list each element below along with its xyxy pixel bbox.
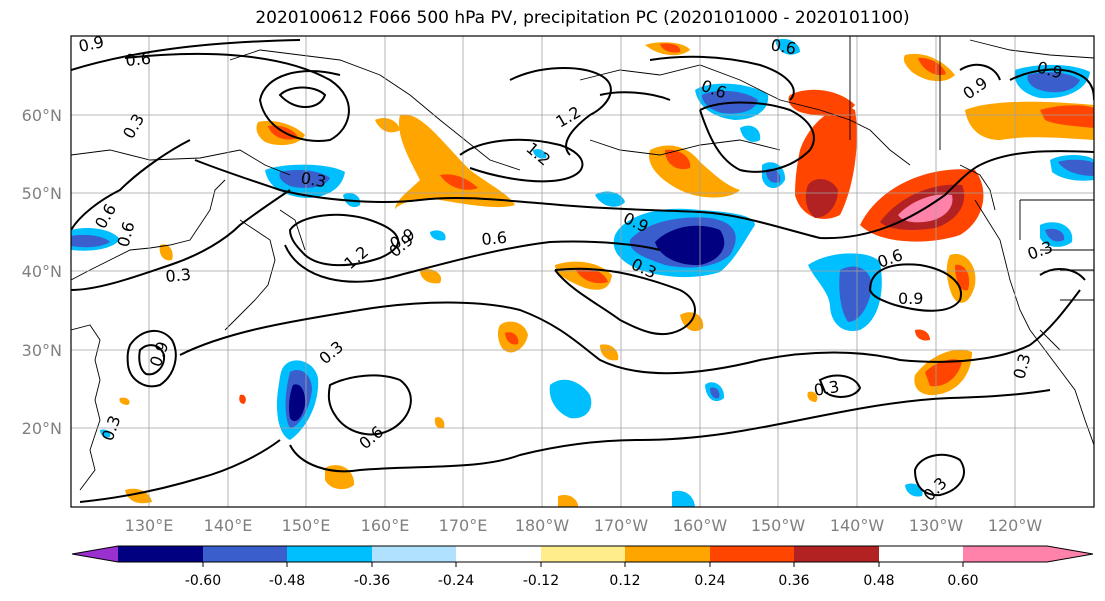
contour-label: 0.6 — [875, 245, 905, 272]
colorbar-tick-label: -0.48 — [269, 573, 305, 589]
lon-label: 140°E — [204, 516, 253, 535]
colorbar-tick-labels: -0.60 -0.48 -0.36 -0.24 -0.12 0.12 0.24 … — [185, 573, 979, 589]
lon-label: 170°W — [594, 516, 649, 535]
lon-label: 120°W — [988, 516, 1043, 535]
colorbar: -0.60 -0.48 -0.36 -0.24 -0.12 0.12 0.24 … — [71, 545, 1094, 589]
contour-label: 0.3 — [315, 337, 347, 368]
colorbar-tick-label: -0.24 — [438, 573, 474, 589]
colorbar-tick-label: 0.48 — [863, 573, 894, 589]
contour-label: 0.9 — [77, 32, 106, 56]
colorbar-tick-label: 0.60 — [947, 573, 978, 589]
colorbar-tick-label: 0.36 — [778, 573, 809, 589]
contour-label: 1.2 — [340, 242, 372, 273]
contour-label: 0.3 — [812, 377, 840, 400]
contour-label: 0.3 — [98, 413, 125, 443]
contour-label: 0.9 — [898, 289, 923, 308]
colorbar-segment — [625, 546, 710, 562]
lon-label: 130°W — [909, 516, 964, 535]
colorbar-tick-label: 0.24 — [694, 573, 725, 589]
lon-label: 160°E — [361, 516, 410, 535]
colorbar-tick-marks — [202, 562, 964, 567]
colorbar-tick-label: -0.36 — [354, 573, 390, 589]
colorbar-segment — [541, 546, 625, 562]
lat-label: 60°N — [22, 106, 62, 125]
lat-labels: 60°N 50°N 40°N 30°N 20°N — [22, 106, 62, 438]
contour-label: 0.9 — [959, 73, 991, 103]
contour-label: 1.2 — [553, 102, 585, 131]
contour-label: 0.3 — [299, 168, 327, 191]
pv-contours — [71, 39, 1094, 503]
colorbar-segment — [287, 546, 372, 562]
colorbar-low-extend — [72, 546, 118, 562]
lon-labels: 130°E 140°E 150°E 160°E 170°E 180°W 170°… — [125, 516, 1043, 535]
lat-label: 50°N — [22, 184, 62, 203]
lat-label: 40°N — [22, 262, 62, 281]
colorbar-segment — [372, 546, 456, 562]
contour-label: 0.6 — [481, 228, 508, 249]
colorbar-segment — [456, 546, 541, 562]
lon-label: 170°E — [439, 516, 488, 535]
colorbar-tick-label: 0.12 — [609, 573, 640, 589]
lat-label: 20°N — [22, 419, 62, 438]
lon-label: 140°W — [830, 516, 885, 535]
lon-label: 180°W — [515, 516, 570, 535]
lon-label: 160°W — [673, 516, 728, 535]
contour-label: 0.6 — [125, 49, 152, 70]
colorbar-tick-label: -0.60 — [185, 573, 221, 589]
colorbar-segment — [203, 546, 287, 562]
contour-label: 0.6 — [355, 422, 387, 453]
contour-label: 0.9 — [146, 339, 173, 369]
map-frame — [70, 35, 1095, 508]
map-title: 2020100612 F066 500 hPa PV, precipitatio… — [255, 8, 910, 28]
precip-shading — [71, 38, 1094, 507]
colorbar-tick-label: -0.12 — [523, 573, 559, 589]
colorbar-segment — [118, 546, 203, 562]
colorbar-segment — [794, 546, 879, 562]
contour-label: 0.3 — [1010, 352, 1035, 382]
colorbar-outline — [71, 545, 1094, 563]
colorbar-high-extend — [963, 546, 1093, 562]
lon-label: 150°E — [282, 516, 331, 535]
colorbar-segment — [710, 546, 794, 562]
contour-label: 0.6 — [769, 35, 797, 58]
lon-label: 150°W — [751, 516, 806, 535]
lat-label: 30°N — [22, 341, 62, 360]
contour-label: 0.3 — [919, 473, 950, 504]
contour-label: 0.6 — [114, 220, 139, 250]
coastlines — [71, 36, 1094, 491]
contour-label: 0.3 — [165, 265, 192, 286]
lon-label: 130°E — [125, 516, 174, 535]
